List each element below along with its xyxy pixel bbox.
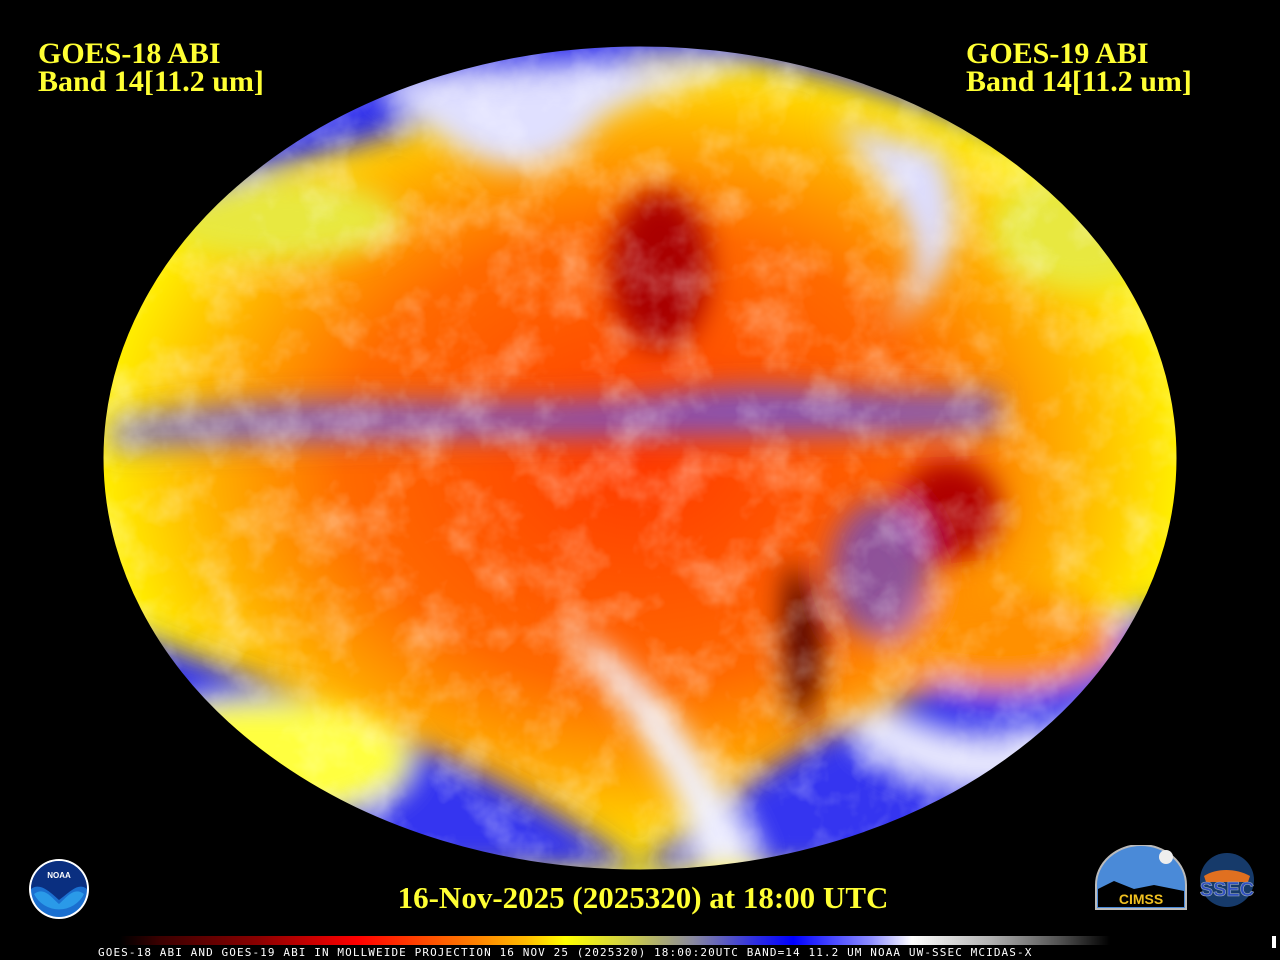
- temperature-color-bar: [120, 936, 1110, 945]
- right-band-label: Band 14[11.2 um]: [966, 65, 1192, 98]
- date-label: 16-Nov-2025 (2025320) at 18:00 UTC: [0, 880, 1280, 916]
- svg-text:SSEC: SSEC: [1200, 879, 1254, 901]
- left-satellite-title: GOES-18 ABI Band 14[11.2 um]: [38, 37, 264, 98]
- colorbar-marker: [1272, 936, 1276, 948]
- right-satellite-name: GOES-19 ABI: [966, 37, 1149, 70]
- svg-text:NOAA: NOAA: [47, 871, 71, 880]
- left-satellite-name: GOES-18 ABI: [38, 37, 221, 70]
- date-text: 16-Nov-2025 (2025320) at 18:00 UTC: [397, 880, 889, 915]
- image-info-footer: GOES-18 ABI AND GOES-19 ABI IN MOLLWEIDE…: [98, 946, 1033, 959]
- right-satellite-title: GOES-19 ABI Band 14[11.2 um]: [966, 37, 1192, 98]
- noaa-logo: NOAA: [29, 859, 89, 919]
- svg-text:CIMSS: CIMSS: [1119, 891, 1163, 907]
- left-band-label: Band 14[11.2 um]: [38, 65, 264, 98]
- cimss-logo: CIMSS: [1095, 845, 1187, 910]
- ssec-logo: SSEC: [1199, 853, 1255, 907]
